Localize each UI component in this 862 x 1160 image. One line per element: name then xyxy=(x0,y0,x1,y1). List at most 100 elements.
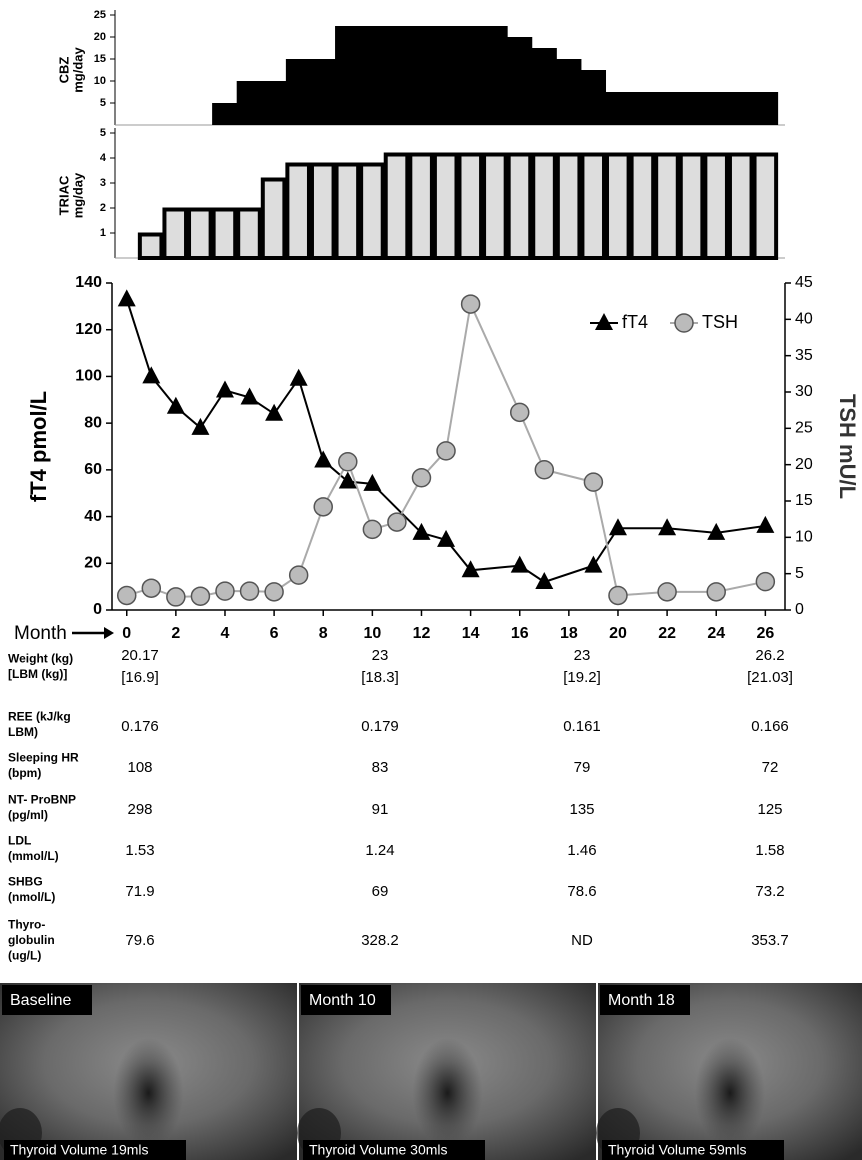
marker xyxy=(117,289,136,307)
y2-tick-label: 10 xyxy=(795,529,813,546)
row-label: REE (kJ/kg xyxy=(8,709,71,723)
marker xyxy=(534,460,555,480)
bar xyxy=(703,152,729,260)
y-tick-label: 5 xyxy=(100,97,106,109)
y-tick-label: 5 xyxy=(100,127,106,139)
marker xyxy=(658,518,677,536)
bar xyxy=(531,152,557,260)
bar xyxy=(507,37,533,125)
marker xyxy=(706,582,726,602)
marker xyxy=(608,585,628,606)
cell-value: 69 xyxy=(372,883,389,900)
marker xyxy=(657,582,677,602)
legend-label: TSH xyxy=(702,312,738,332)
y2-tick-label: 20 xyxy=(795,456,813,473)
cell-value: [21.03] xyxy=(747,669,793,686)
bar xyxy=(678,152,705,260)
bar xyxy=(727,152,754,260)
y2-tick-label: 25 xyxy=(795,420,813,437)
bar xyxy=(752,152,779,260)
y-tick-label: 20 xyxy=(84,555,102,572)
bar xyxy=(605,152,631,260)
bar xyxy=(555,152,582,260)
bar xyxy=(654,152,680,260)
image-caption: Thyroid Volume 30mls xyxy=(309,1142,448,1158)
bar xyxy=(408,152,434,260)
marker xyxy=(756,515,775,533)
marker xyxy=(265,403,284,421)
bar xyxy=(482,26,508,125)
y-tick-label: 120 xyxy=(75,321,102,338)
marker xyxy=(190,586,211,606)
marker xyxy=(707,522,726,540)
marker xyxy=(239,581,260,601)
bar xyxy=(556,59,582,125)
row-label: (pg/ml) xyxy=(8,808,48,822)
bar xyxy=(137,232,164,260)
cell-value: 23 xyxy=(372,647,389,664)
row-label: LDL xyxy=(8,833,31,847)
cell-value: 0.161 xyxy=(563,718,601,735)
cell-value: 108 xyxy=(127,759,152,776)
bar xyxy=(236,81,262,125)
x-tick-label: 20 xyxy=(609,625,627,642)
cell-value: 78.6 xyxy=(567,883,596,900)
cell-value: 79.6 xyxy=(125,932,154,949)
marker xyxy=(411,467,432,488)
marker xyxy=(584,555,603,573)
bar xyxy=(457,152,484,260)
bar xyxy=(408,26,434,125)
marker xyxy=(535,571,554,589)
image-caption: Thyroid Volume 19mls xyxy=(10,1142,149,1158)
image-caption-bg xyxy=(303,1140,485,1160)
cell-value: 1.46 xyxy=(567,842,596,859)
y-tick-label: 100 xyxy=(75,368,102,385)
y2-tick-label: 35 xyxy=(795,347,813,364)
image-label: Month 10 xyxy=(309,992,376,1009)
bar xyxy=(580,70,607,125)
bar xyxy=(629,152,656,260)
x-tick-label: 8 xyxy=(319,625,328,642)
bar xyxy=(334,162,361,260)
image-caption-bg xyxy=(602,1140,784,1160)
marker xyxy=(191,417,210,435)
cell-value: 91 xyxy=(372,801,389,818)
marker xyxy=(460,294,481,314)
y2-tick-label: 5 xyxy=(795,565,804,582)
bar xyxy=(162,207,189,260)
x-tick-label: 14 xyxy=(462,625,480,642)
bar xyxy=(383,152,410,260)
bar xyxy=(605,92,631,125)
marker xyxy=(583,472,604,492)
image-caption-bg xyxy=(4,1140,186,1160)
y-tick-label: 15 xyxy=(94,53,106,65)
y-axis-title: mg/day xyxy=(70,172,85,218)
x-tick-label: 10 xyxy=(363,625,381,642)
bar xyxy=(285,162,311,260)
y-axis-title: fT4 pmol/L xyxy=(26,391,51,502)
cell-value: 23 xyxy=(574,647,591,664)
y-tick-label: 25 xyxy=(94,9,106,21)
cell-value: [16.9] xyxy=(121,669,159,686)
bar xyxy=(211,207,238,260)
row-label: NT- ProBNP xyxy=(8,792,76,806)
bar xyxy=(187,207,213,260)
marker xyxy=(338,471,357,489)
bar xyxy=(260,177,287,260)
marker xyxy=(314,450,333,468)
bar xyxy=(482,152,508,260)
y-tick-label: 40 xyxy=(84,508,102,525)
row-label: SHBG xyxy=(8,874,43,888)
bar xyxy=(309,162,336,260)
y-tick-label: 20 xyxy=(94,31,106,43)
marker xyxy=(412,522,431,540)
bar xyxy=(679,92,705,125)
bar xyxy=(506,152,533,260)
marker xyxy=(141,578,162,598)
marker xyxy=(509,402,530,423)
x-tick-label: 18 xyxy=(560,625,578,642)
y2-tick-label: 30 xyxy=(795,383,813,400)
image-label-bg xyxy=(600,985,690,1015)
marker xyxy=(264,582,284,602)
